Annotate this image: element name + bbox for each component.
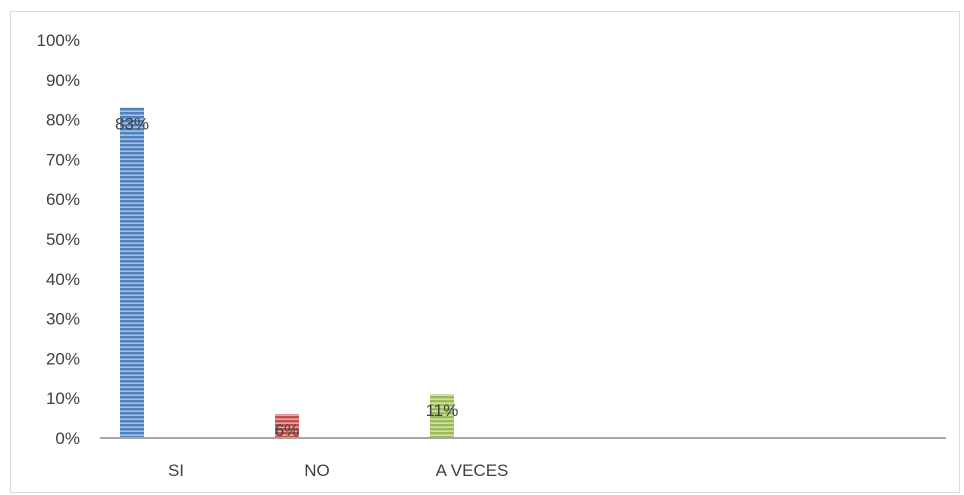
y-tick-label: 100% <box>37 31 80 50</box>
bar-si <box>120 107 144 438</box>
x-tick-label: SI <box>168 461 184 480</box>
y-tick-label: 40% <box>46 270 80 289</box>
bar-series <box>120 107 454 438</box>
y-tick-label: 20% <box>46 349 80 368</box>
x-tick-label: A VECES <box>436 461 509 480</box>
y-tick-label: 70% <box>46 150 80 169</box>
data-label: 83% <box>115 115 149 134</box>
bar-a-veces <box>430 394 454 438</box>
x-tick-label: NO <box>304 461 330 480</box>
x-axis-tick-labels: SI NO A VECES <box>168 461 508 480</box>
y-tick-label: 30% <box>46 310 80 329</box>
chart-frame <box>10 11 960 493</box>
y-tick-label: 60% <box>46 190 80 209</box>
y-tick-label: 10% <box>46 389 80 408</box>
y-tick-label: 0% <box>55 429 80 448</box>
y-tick-label: 90% <box>46 71 80 90</box>
bar-no <box>275 414 299 438</box>
data-label: 11% <box>426 401 459 420</box>
data-label: 6% <box>275 421 300 440</box>
y-axis-tick-labels: 0% 10% 20% 30% 40% 50% 60% 70% 80% 90% 100% <box>37 31 80 448</box>
y-tick-label: 50% <box>46 230 80 249</box>
data-labels: 83% 6% 11% <box>115 115 458 440</box>
y-tick-label: 80% <box>46 111 80 130</box>
